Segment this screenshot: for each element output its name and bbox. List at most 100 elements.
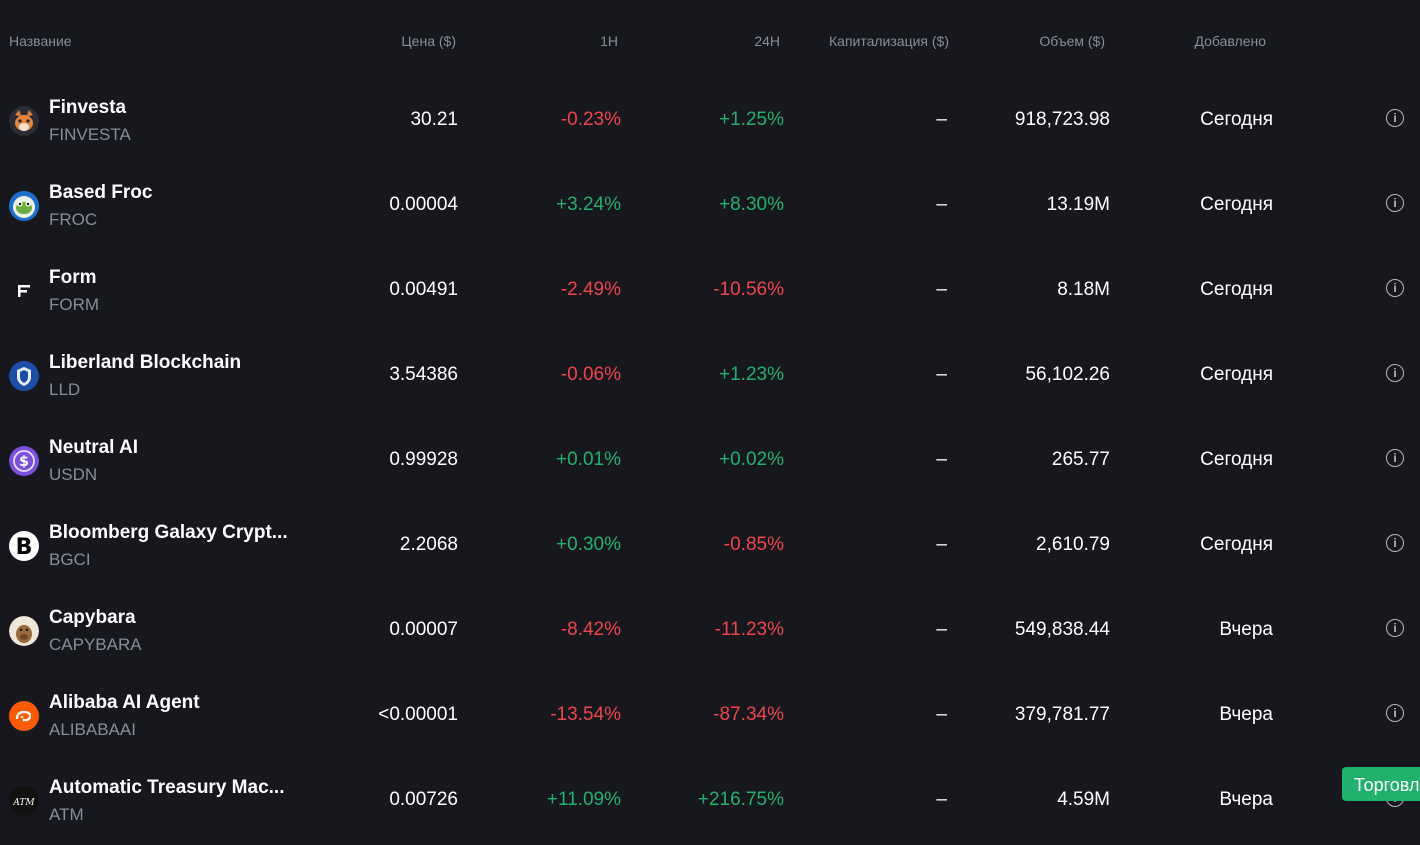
header-volume[interactable]: Объем ($) <box>1039 33 1105 49</box>
volume-value: 549,838.44 <box>1014 619 1110 640</box>
market-cap-value: – <box>936 364 947 385</box>
header-price[interactable]: Цена ($) <box>401 33 456 49</box>
added-date: Вчера <box>1219 789 1273 810</box>
change-24h: +8.30% <box>719 194 784 215</box>
token-name[interactable]: Form <box>49 267 97 288</box>
header-cap[interactable]: Капитализация ($) <box>829 33 949 49</box>
token-name[interactable]: Neutral AI <box>49 437 139 458</box>
change-1h: +11.09% <box>546 789 621 810</box>
market-cap-value: – <box>936 789 947 810</box>
market-cap-value: – <box>936 534 947 555</box>
info-icon[interactable]: i <box>1386 534 1404 552</box>
market-cap-value: – <box>936 109 947 130</box>
dollar-coin-icon: $ <box>9 446 39 476</box>
change-1h: -8.42% <box>560 619 621 640</box>
change-24h: -10.56% <box>713 279 784 300</box>
change-1h: -0.06% <box>560 364 621 385</box>
token-name[interactable]: Finvesta <box>49 97 127 118</box>
header-1h[interactable]: 1H <box>600 33 618 49</box>
volume-value: 265.77 <box>1051 449 1110 470</box>
info-icon[interactable]: i <box>1386 364 1404 382</box>
added-date: Вчера <box>1219 619 1273 640</box>
token-symbol: FROC <box>49 210 98 229</box>
token-symbol: FINVESTA <box>49 125 131 144</box>
token-name[interactable]: Based Froc <box>49 182 153 203</box>
shield-logo-icon <box>9 361 39 391</box>
change-1h: -13.54% <box>550 704 621 725</box>
change-1h: -0.23% <box>560 109 621 130</box>
table-row[interactable]: Finvesta FINVESTA 30.21 -0.23% +1.25% – 918,72… <box>0 80 1420 165</box>
change-24h: -11.23% <box>714 619 784 640</box>
token-name[interactable]: Alibaba AI Agent <box>49 692 200 713</box>
alibaba-logo-icon <box>9 701 39 731</box>
table-row[interactable]: Form FORM 0.00491 -2.49% -10.56% – 8.18M Сегодн… <box>0 250 1420 335</box>
added-date: Сегодня <box>1200 109 1273 130</box>
token-symbol: USDN <box>49 465 98 484</box>
price-value: 0.00726 <box>389 789 458 810</box>
price-value: 0.00491 <box>389 279 458 300</box>
header-added[interactable]: Добавлено <box>1194 33 1267 49</box>
trade-button[interactable]: Торговля <box>1342 767 1420 801</box>
change-24h: +216.75% <box>697 789 784 810</box>
change-24h: +1.23% <box>719 364 784 385</box>
token-symbol: ATM <box>49 805 84 824</box>
token-symbol: FORM <box>49 295 100 314</box>
change-1h: -2.49% <box>560 279 621 300</box>
token-symbol: LLD <box>49 380 81 399</box>
added-date: Сегодня <box>1200 449 1273 470</box>
change-24h: +0.02% <box>719 449 784 470</box>
added-date: Вчера <box>1219 704 1273 725</box>
token-name[interactable]: Automatic Treasury Mac... <box>49 777 285 798</box>
frog-logo-icon <box>9 191 39 221</box>
info-icon[interactable]: i <box>1386 194 1404 212</box>
price-value: <0.00001 <box>378 704 458 725</box>
volume-value: 8.18M <box>1057 279 1110 300</box>
token-symbol: ALIBABAAI <box>49 720 136 739</box>
price-value: 0.00007 <box>389 619 458 640</box>
price-value: 30.21 <box>410 109 458 130</box>
change-24h: -87.34% <box>713 704 784 725</box>
market-cap-value: – <box>936 449 947 470</box>
info-icon[interactable]: i <box>1386 279 1404 297</box>
info-icon[interactable]: i <box>1386 619 1404 637</box>
table-row[interactable]: $ Neutral AI USDN 0.99928 +0.01% +0.02% – 265.7… <box>0 420 1420 505</box>
table-row[interactable]: Capybara CAPYBARA 0.00007 -8.42% -11.23% – 549… <box>0 590 1420 675</box>
info-icon[interactable]: i <box>1386 449 1404 467</box>
atm-logo-icon: ATM <box>9 786 39 816</box>
volume-value: 13.19M <box>1046 194 1110 215</box>
token-name[interactable]: Capybara <box>49 607 136 628</box>
svg-text:$: $ <box>19 454 29 470</box>
change-24h: +1.25% <box>719 109 784 130</box>
info-icon[interactable]: i <box>1386 109 1404 127</box>
table-row[interactable]: ATM Automatic Treasury Mac... ATM 0.00726 +1… <box>0 760 1420 845</box>
header-name[interactable]: Название <box>9 33 72 49</box>
volume-value: 379,781.77 <box>1014 704 1110 725</box>
volume-value: 2,610.79 <box>1036 534 1110 555</box>
table-row[interactable]: Based Froc FROC 0.00004 +3.24% +8.30% – 13.19M… <box>0 165 1420 250</box>
volume-value: 56,102.26 <box>1025 364 1110 385</box>
token-name[interactable]: Liberland Blockchain <box>49 352 242 373</box>
price-value: 3.54386 <box>389 364 458 385</box>
header-24h[interactable]: 24H <box>754 33 780 49</box>
token-symbol: BGCI <box>49 550 91 569</box>
added-date: Сегодня <box>1200 364 1273 385</box>
table-row[interactable]: Liberland Blockchain LLD 3.54386 -0.06% +1.2… <box>0 335 1420 420</box>
svg-text:B: B <box>16 535 33 560</box>
token-symbol: CAPYBARA <box>49 635 142 654</box>
token-name[interactable]: Bloomberg Galaxy Crypt... <box>49 522 288 543</box>
table-header: Название Цена ($) 1H 24H Капитализация (… <box>0 0 1420 80</box>
b-logo-icon: B <box>9 531 39 561</box>
change-1h: +0.30% <box>556 534 621 555</box>
table-row[interactable]: Alibaba AI Agent ALIBABAAI <0.00001 -13.54%… <box>0 675 1420 760</box>
form-logo-icon <box>9 276 39 306</box>
price-value: 0.99928 <box>389 449 458 470</box>
table-row[interactable]: B Bloomberg Galaxy Crypt... BGCI 2.2068 +0.3… <box>0 505 1420 590</box>
info-icon[interactable]: i <box>1386 704 1404 722</box>
change-1h: +3.24% <box>556 194 621 215</box>
svg-text:ATM: ATM <box>12 798 35 808</box>
volume-value: 918,723.98 <box>1014 109 1110 130</box>
market-cap-value: – <box>936 279 947 300</box>
added-date: Сегодня <box>1200 534 1273 555</box>
change-24h: -0.85% <box>723 534 784 555</box>
added-date: Сегодня <box>1200 194 1273 215</box>
